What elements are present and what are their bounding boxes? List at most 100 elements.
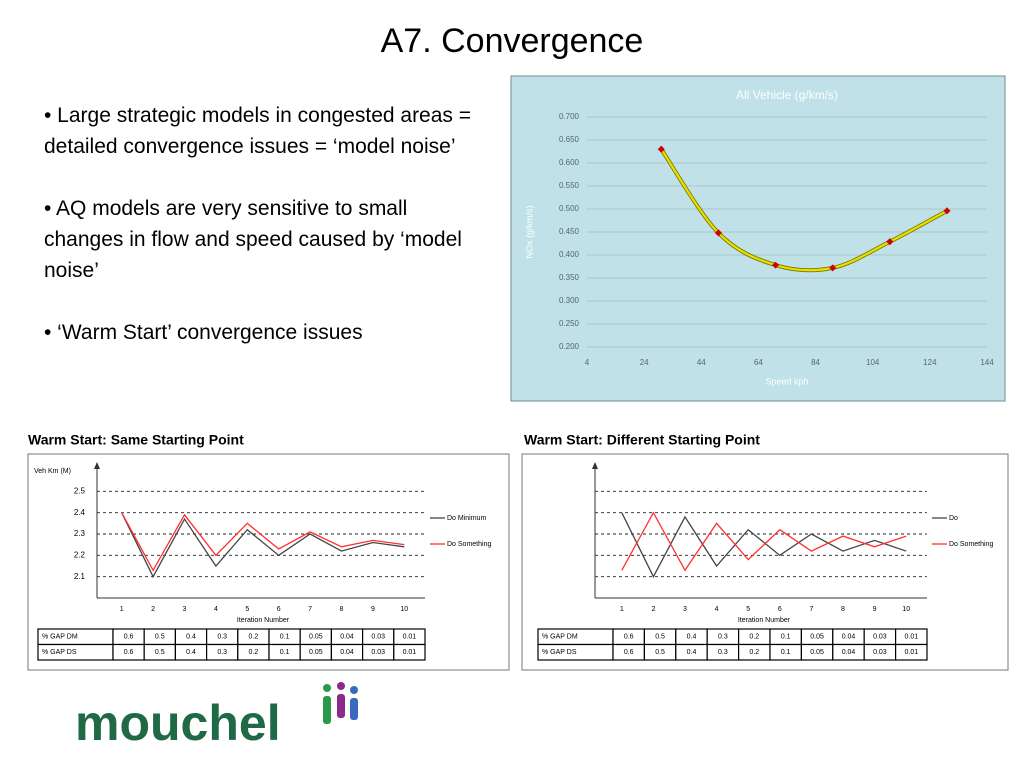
table-value: 0.5 xyxy=(655,649,665,656)
y-tick-label: 2.4 xyxy=(74,508,86,517)
x-tick-label: 8 xyxy=(340,606,344,613)
line xyxy=(621,512,907,579)
table-value: 0.3 xyxy=(217,649,227,656)
x-tick-label: 2 xyxy=(151,606,155,613)
y-tick-label: 0.300 xyxy=(559,296,580,305)
table-value: 0.2 xyxy=(749,649,759,656)
x-tick-label: 44 xyxy=(697,358,706,367)
table-value: 0.4 xyxy=(687,634,697,641)
x-axis-label: Iteration Number xyxy=(738,617,791,624)
table-value: 0.2 xyxy=(249,634,259,641)
point xyxy=(829,264,837,272)
table-value: 0.05 xyxy=(309,649,323,656)
x-tick-label: 4 xyxy=(715,606,719,613)
y-tick-label: 0.200 xyxy=(559,342,580,351)
table-value: 0.05 xyxy=(810,649,824,656)
x-tick-label: 64 xyxy=(754,358,763,367)
table-value: 0.2 xyxy=(249,649,259,656)
y-tick-label: 0.500 xyxy=(559,204,580,213)
table-value: 0.01 xyxy=(403,634,417,641)
x-tick-label: 3 xyxy=(183,606,187,613)
table-value: 0.6 xyxy=(624,649,634,656)
y-axis-label: NOx (g/km/s) xyxy=(524,205,534,258)
legend-label: Do Something xyxy=(949,541,993,548)
table-value: 0.6 xyxy=(124,634,134,641)
table-value: 0.6 xyxy=(124,649,134,656)
bullet: • AQ models are very sensitive to small … xyxy=(44,197,462,282)
table-value: 0.03 xyxy=(371,634,385,641)
line xyxy=(121,512,405,579)
chart-caption: Warm Start: Different Starting Point xyxy=(524,432,760,448)
y-tick-label: 0.250 xyxy=(559,319,580,328)
y-tick-label: 0.700 xyxy=(559,112,580,121)
table-value: 0.4 xyxy=(687,649,697,656)
x-tick-label: 5 xyxy=(746,606,750,613)
y-tick-label: 0.450 xyxy=(559,227,580,236)
table-row-label: % GAP DS xyxy=(542,649,577,656)
table-value: 0.1 xyxy=(280,649,290,656)
y-tick-label: 0.350 xyxy=(559,273,580,282)
logo: mouchel xyxy=(75,695,281,751)
table-value: 0.3 xyxy=(718,649,728,656)
table-value: 0.2 xyxy=(749,634,759,641)
table-value: 0.4 xyxy=(186,649,196,656)
chart-panel xyxy=(510,75,1006,402)
y-tick-label: 2.3 xyxy=(74,529,86,538)
table-value: 0.03 xyxy=(873,649,887,656)
y-tick-label: 0.600 xyxy=(559,158,580,167)
table-value: 0.3 xyxy=(718,634,728,641)
table-value: 0.4 xyxy=(186,634,196,641)
slide-title: A7. Convergence xyxy=(381,22,644,60)
table-value: 0.03 xyxy=(371,649,385,656)
table-value: 0.01 xyxy=(403,649,417,656)
table-row-label: % GAP DS xyxy=(42,649,77,656)
x-tick-label: 1 xyxy=(120,606,124,613)
x-tick-label: 4 xyxy=(585,358,590,367)
table-cell xyxy=(393,643,426,661)
table-value: 0.04 xyxy=(340,634,354,641)
legend-label: Do Minimum xyxy=(447,515,486,522)
line xyxy=(660,148,948,272)
bullet: • ‘Warm Start’ convergence issues xyxy=(44,321,363,344)
bullet-list: • Large strategic models in congested ar… xyxy=(44,100,484,379)
x-tick-label: 8 xyxy=(841,606,845,613)
y-tick-label: 0.400 xyxy=(559,250,580,259)
table-value: 0.05 xyxy=(309,634,323,641)
y-tick-label: 2.5 xyxy=(74,486,86,495)
legend-label: Do Something xyxy=(447,541,491,548)
point xyxy=(772,261,780,269)
x-tick-label: 2 xyxy=(651,606,655,613)
table-value: 0.5 xyxy=(155,634,165,641)
chart-caption: Warm Start: Same Starting Point xyxy=(28,432,244,448)
table-row-label: % GAP DM xyxy=(542,634,578,641)
table-value: 0.5 xyxy=(155,649,165,656)
x-tick-label: 7 xyxy=(809,606,813,613)
table-value: 0.04 xyxy=(340,649,354,656)
table-row-label: % GAP DM xyxy=(42,634,78,641)
point xyxy=(886,238,894,246)
point xyxy=(657,145,665,153)
x-tick-label: 84 xyxy=(811,358,820,367)
x-tick-label: 6 xyxy=(277,606,281,613)
x-tick-label: 24 xyxy=(640,358,649,367)
x-tick-label: 144 xyxy=(980,358,994,367)
bullet: • Large strategic models in congested ar… xyxy=(44,104,472,158)
logo-icon xyxy=(323,682,358,724)
x-tick-label: 9 xyxy=(873,606,877,613)
x-tick-label: 124 xyxy=(923,358,937,367)
x-tick-label: 4 xyxy=(214,606,218,613)
table-value: 0.5 xyxy=(655,634,665,641)
x-tick-label: 1 xyxy=(620,606,624,613)
y-axis-label: Veh Km (M) xyxy=(34,468,71,475)
x-tick-label: 9 xyxy=(371,606,375,613)
x-tick-label: 104 xyxy=(866,358,880,367)
x-axis-label: Speed kph xyxy=(765,376,808,386)
table-value: 0.6 xyxy=(624,634,634,641)
y-tick-label: 0.650 xyxy=(559,135,580,144)
x-axis-label: Iteration Number xyxy=(237,617,290,624)
table-value: 0.05 xyxy=(810,634,824,641)
table-value: 0.01 xyxy=(904,649,918,656)
x-tick-label: 6 xyxy=(778,606,782,613)
x-tick-label: 10 xyxy=(400,606,408,613)
